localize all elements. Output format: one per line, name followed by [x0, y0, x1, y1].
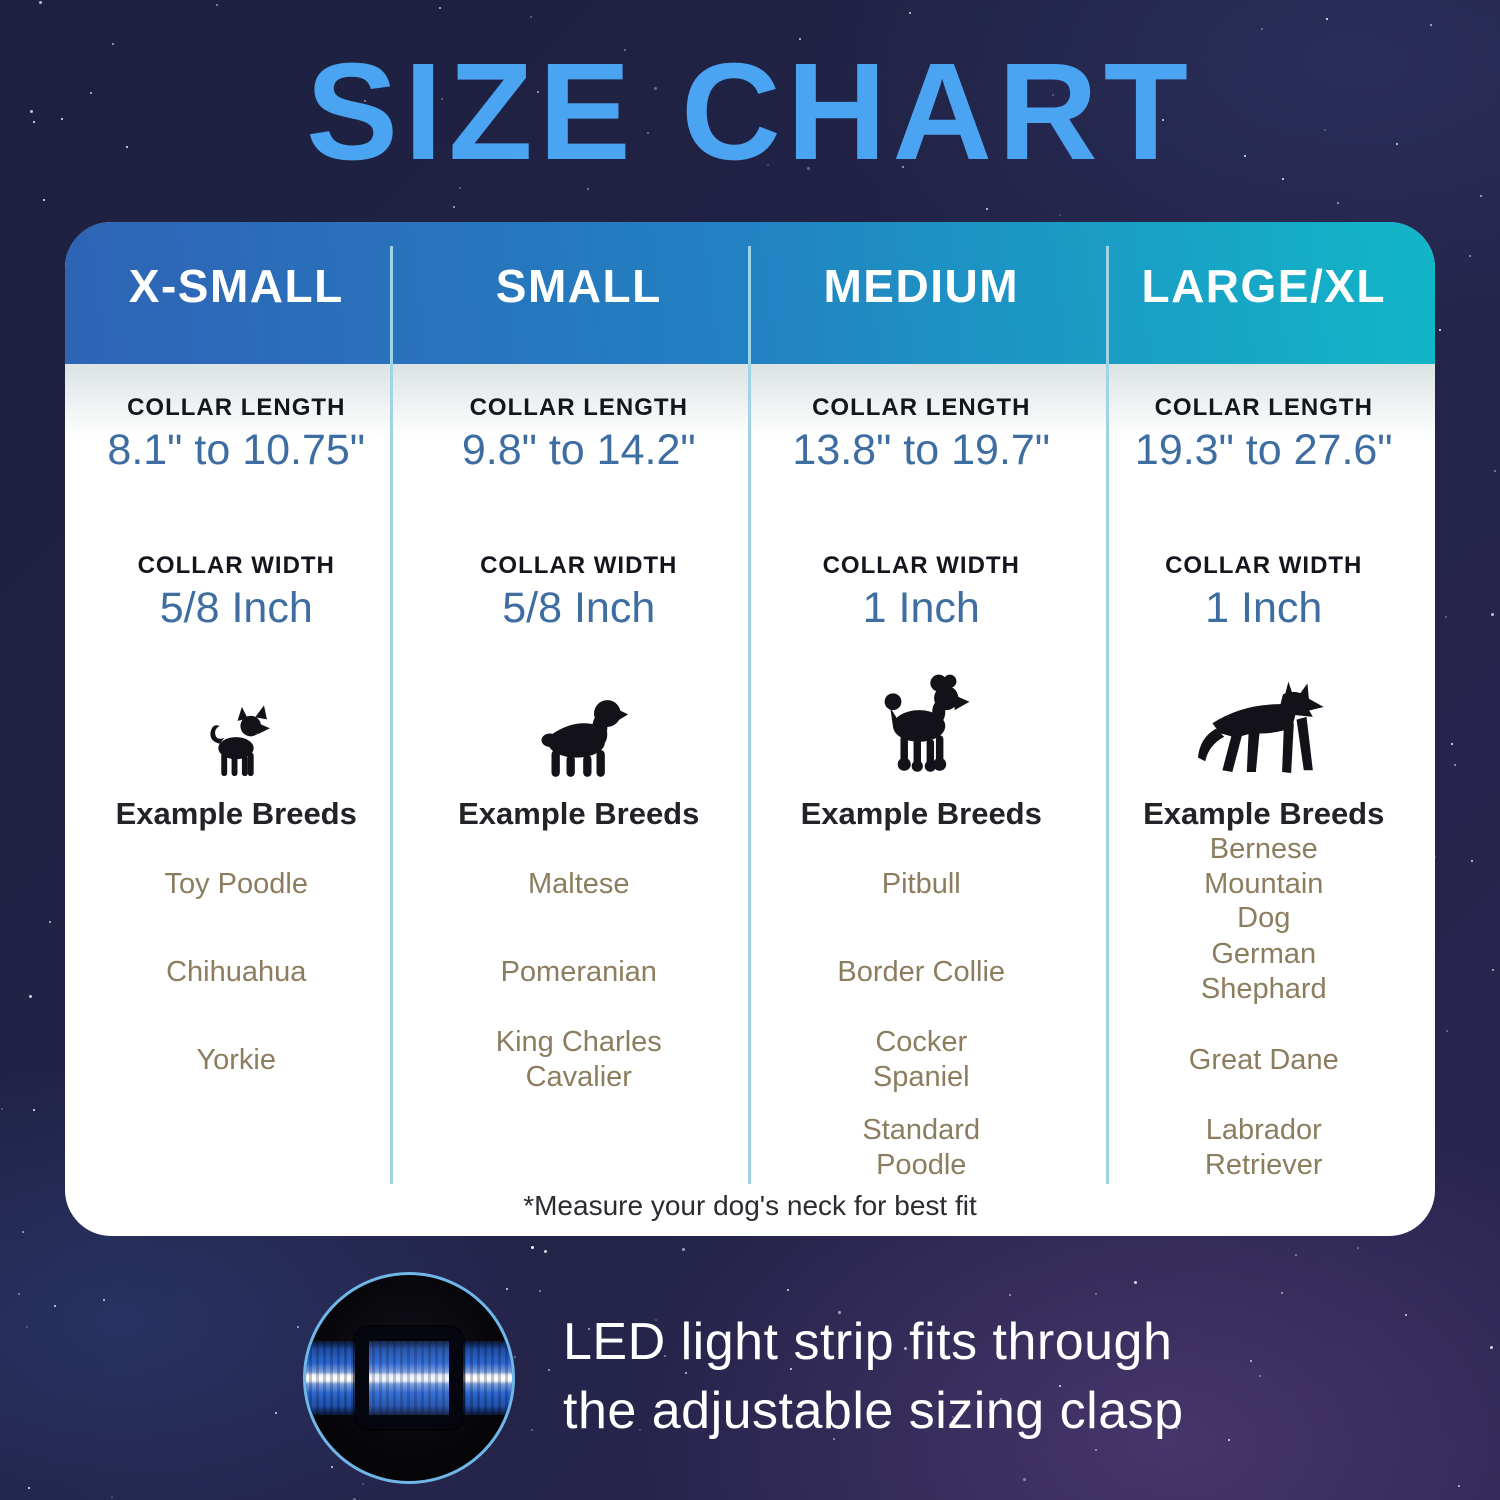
size-chart-card: X-SMALL SMALL MEDIUM LARGE/XL COLLAR LEN… [65, 222, 1435, 1236]
collar-length-label: COLLAR LENGTH [750, 394, 1093, 424]
led-callout-text: LED light strip fits through the adjusta… [563, 1308, 1184, 1445]
measure-footnote: *Measure your dog's neck for best fit [65, 1190, 1435, 1222]
collar-width-label: COLLAR WIDTH [750, 552, 1093, 582]
breed-item: Border Collie [750, 928, 1093, 1016]
breed-item: Pitbull [750, 840, 1093, 928]
breed-item [408, 1104, 751, 1192]
column-header-medium: MEDIUM [750, 259, 1093, 327]
breed-item: Toy Poodle [65, 840, 408, 928]
collar-length-label: COLLAR LENGTH [65, 394, 408, 424]
breed-item: Pomeranian [408, 928, 751, 1016]
poodle-silhouette-icon [750, 642, 1093, 782]
breed-item: Great Dane [1093, 1016, 1436, 1104]
column-header-small: SMALL [408, 259, 751, 327]
breed-item [65, 1104, 408, 1192]
sizing-clasp [355, 1327, 463, 1429]
example-breeds-label: Example Breeds [408, 796, 751, 834]
size-chart-infographic: SIZE CHART X-SMALL SMALL MEDIUM LARGE/XL… [0, 0, 1500, 1500]
breed-item: Bernese Mountain Dog [1093, 840, 1436, 928]
led-collar-clasp-photo [303, 1272, 515, 1484]
collar-width-label: COLLAR WIDTH [1093, 552, 1436, 582]
collar-length-label: COLLAR LENGTH [1093, 394, 1436, 424]
example-breeds-label: Example Breeds [65, 796, 408, 834]
column-divider [1106, 246, 1109, 1184]
breed-item: King Charles Cavalier [408, 1016, 751, 1104]
led-callout-line1: LED light strip fits through [563, 1308, 1184, 1377]
collar-length-value: 8.1" to 10.75" [65, 424, 408, 476]
page-title: SIZE CHART [0, 40, 1500, 185]
breed-item: Maltese [408, 840, 751, 928]
breed-list: Pitbull Border Collie Cocker Spaniel Sta… [750, 840, 1093, 1192]
collar-width-value: 5/8 Inch [65, 582, 408, 634]
collar-width-value: 5/8 Inch [408, 582, 751, 634]
column-header-largexl: LARGE/XL [1093, 259, 1436, 327]
column-header-xsmall: X-SMALL [65, 259, 408, 327]
breed-item: Labrador Retriever [1093, 1104, 1436, 1192]
collar-length-value: 13.8" to 19.7" [750, 424, 1093, 476]
led-callout-line2: the adjustable sizing clasp [563, 1377, 1184, 1446]
breed-list: Bernese Mountain Dog German Shephard Gre… [1093, 840, 1436, 1192]
chihuahua-silhouette-icon [65, 642, 408, 782]
breed-item: Standard Poodle [750, 1104, 1093, 1192]
collar-width-value: 1 Inch [1093, 582, 1436, 634]
example-breeds-label: Example Breeds [1093, 796, 1436, 834]
collar-width-label: COLLAR WIDTH [65, 552, 408, 582]
column-medium: COLLAR LENGTH 13.8" to 19.7" COLLAR WIDT… [750, 364, 1093, 1236]
column-divider [748, 246, 751, 1184]
breed-item: German Shephard [1093, 928, 1436, 1016]
breed-list: Maltese Pomeranian King Charles Cavalier [408, 840, 751, 1192]
breed-list: Toy Poodle Chihuahua Yorkie [65, 840, 408, 1192]
column-small: COLLAR LENGTH 9.8" to 14.2" COLLAR WIDTH… [408, 364, 751, 1236]
collar-length-value: 19.3" to 27.6" [1093, 424, 1436, 476]
example-breeds-label: Example Breeds [750, 796, 1093, 834]
column-xsmall: COLLAR LENGTH 8.1" to 10.75" COLLAR WIDT… [65, 364, 408, 1236]
breed-item: Yorkie [65, 1016, 408, 1104]
collar-width-value: 1 Inch [750, 582, 1093, 634]
cavalier-spaniel-silhouette-icon [408, 642, 751, 782]
collar-length-value: 9.8" to 14.2" [408, 424, 751, 476]
collar-width-label: COLLAR WIDTH [408, 552, 751, 582]
breed-item: Cocker Spaniel [750, 1016, 1093, 1104]
german-shepherd-silhouette-icon [1093, 642, 1436, 782]
collar-length-label: COLLAR LENGTH [408, 394, 751, 424]
column-largexl: COLLAR LENGTH 19.3" to 27.6" COLLAR WIDT… [1093, 364, 1436, 1236]
breed-item: Chihuahua [65, 928, 408, 1016]
column-divider [390, 246, 393, 1184]
